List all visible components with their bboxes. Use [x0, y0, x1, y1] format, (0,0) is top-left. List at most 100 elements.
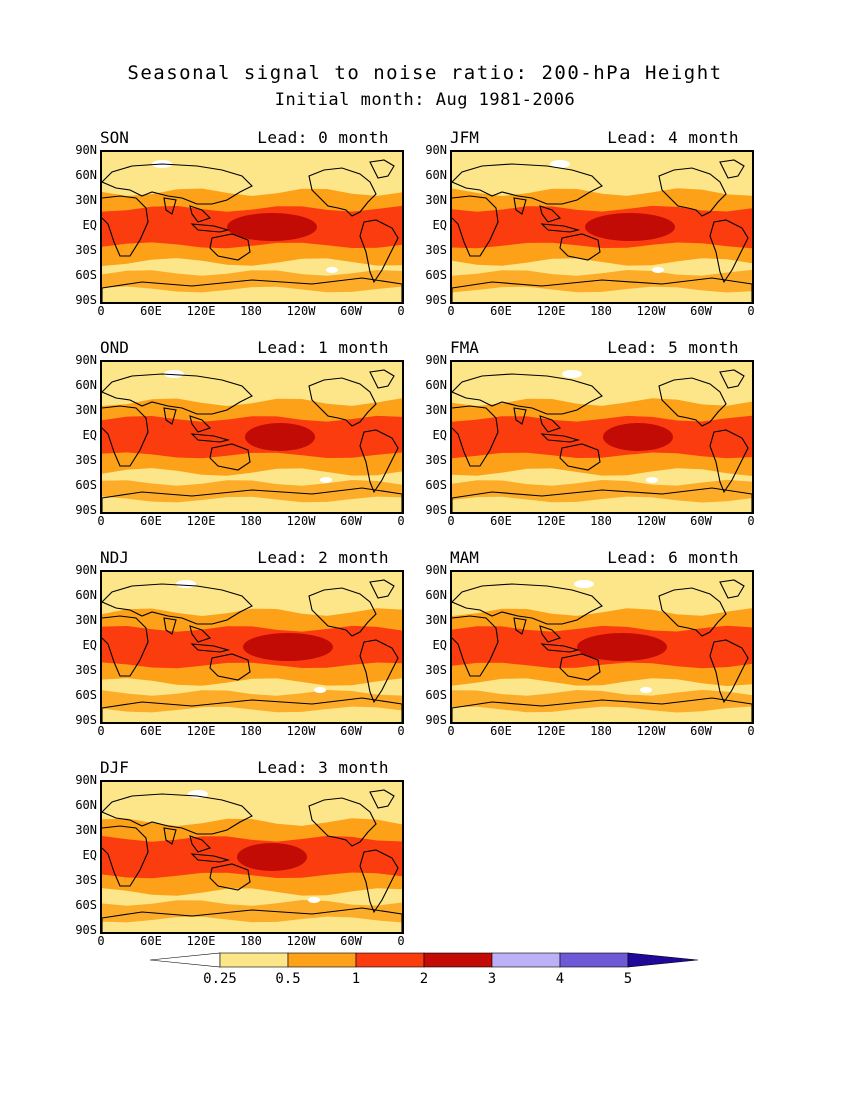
lon-tick-label: 0: [747, 724, 755, 738]
lat-tick-label: 90S: [75, 503, 97, 517]
lat-tick-label: 90S: [75, 713, 97, 727]
panel-lead-label: Lead: 0 month: [257, 128, 389, 147]
lat-tick-label: 30S: [425, 243, 447, 257]
lat-tick-label: EQ: [82, 218, 97, 232]
lon-tick-label: 120E: [186, 514, 216, 528]
lat-tick-label: 60S: [425, 268, 447, 282]
snr-map: [450, 570, 754, 724]
lon-tick-label: 60E: [490, 724, 512, 738]
lat-tick-label: 60N: [425, 588, 447, 602]
lon-tick-label: 0: [447, 304, 455, 318]
lon-tick-label: 0: [447, 514, 455, 528]
lat-tick-label: 90N: [75, 353, 97, 367]
lon-tick-label: 180: [240, 724, 262, 738]
lat-tick-label: 90S: [75, 923, 97, 937]
panel-lead-label: Lead: 5 month: [607, 338, 739, 357]
lon-tick-label: 180: [590, 724, 612, 738]
lat-tick-label: EQ: [432, 218, 447, 232]
panel-season-label: NDJ: [100, 548, 129, 567]
snr-map: [450, 150, 754, 304]
map-panel-son: SON Lead: 0 month 90N 60N 30N EQ 30S 60S 90S 0 60E…: [55, 128, 404, 328]
colorbar-segment: [423, 952, 493, 968]
lat-tick-label: 30N: [75, 613, 97, 627]
lon-tick-label: 0: [97, 514, 105, 528]
lat-tick-label: 90N: [75, 773, 97, 787]
lat-tick-label: 60N: [425, 168, 447, 182]
panel-season-label: DJF: [100, 758, 129, 777]
lat-tick-label: EQ: [82, 848, 97, 862]
lat-tick-label: 30N: [75, 193, 97, 207]
lat-tick-label: 30N: [425, 403, 447, 417]
colorbar-segment: [219, 952, 289, 968]
lat-tick-label: EQ: [432, 638, 447, 652]
map-panel-djf: DJF Lead: 3 month 90N 60N 30N EQ 30S 60S 90S 0 60E…: [55, 758, 404, 958]
lon-tick-label: 180: [590, 514, 612, 528]
panel-lead-label: Lead: 4 month: [607, 128, 739, 147]
lat-tick-label: 90S: [425, 293, 447, 307]
figure-subtitle: Initial month: Aug 1981-2006: [274, 90, 576, 110]
lat-tick-label: 90S: [75, 293, 97, 307]
lon-tick-label: 120E: [186, 934, 216, 948]
colorbar-segment: [287, 952, 357, 968]
colorbar: 0.25 0.5 1 2 3 4 5: [150, 952, 699, 987]
lat-tick-label: EQ: [82, 638, 97, 652]
lon-tick-label: 120W: [286, 514, 316, 528]
colorbar-tick-label: 0.25: [203, 971, 237, 987]
snr-map: [100, 360, 404, 514]
lat-tick-label: 60N: [75, 168, 97, 182]
lat-tick-label: 60S: [75, 268, 97, 282]
lon-tick-label: 0: [747, 304, 755, 318]
lon-tick-label: 120W: [636, 514, 666, 528]
lat-tick-label: 90S: [425, 503, 447, 517]
map-panel-ond: OND Lead: 1 month 90N 60N 30N EQ 30S 60S 90S 0 60E…: [55, 338, 404, 538]
colorbar-tick-label: 4: [556, 971, 564, 987]
lon-tick-label: 60W: [340, 724, 362, 738]
lat-tick-label: 30S: [75, 663, 97, 677]
panel-lead-label: Lead: 2 month: [257, 548, 389, 567]
lon-tick-label: 0: [397, 304, 405, 318]
lat-tick-label: 90S: [425, 713, 447, 727]
lon-tick-label: 60W: [340, 514, 362, 528]
lon-tick-label: 60W: [690, 514, 712, 528]
lon-tick-label: 0: [397, 934, 405, 948]
panel-lead-label: Lead: 6 month: [607, 548, 739, 567]
lon-tick-label: 60E: [140, 724, 162, 738]
lon-tick-label: 0: [97, 304, 105, 318]
colorbar-segment: [491, 952, 561, 968]
figure-title: Seasonal signal to noise ratio: 200-hPa …: [127, 62, 723, 84]
lon-tick-label: 120W: [286, 724, 316, 738]
lon-tick-label: 120W: [286, 934, 316, 948]
colorbar-segment: [355, 952, 425, 968]
lon-tick-label: 180: [240, 514, 262, 528]
lat-tick-label: 30N: [75, 403, 97, 417]
snr-map: [450, 360, 754, 514]
map-panel-jfm: JFM Lead: 4 month 90N 60N 30N EQ 30S 60S 90S 0 60E…: [405, 128, 754, 328]
lat-tick-label: 30S: [75, 873, 97, 887]
lon-tick-label: 0: [397, 514, 405, 528]
lon-tick-label: 120E: [536, 724, 566, 738]
panel-season-label: JFM: [450, 128, 479, 147]
panel-season-label: OND: [100, 338, 129, 357]
lat-tick-label: 30S: [425, 453, 447, 467]
lat-tick-label: 90N: [75, 143, 97, 157]
lon-tick-label: 0: [747, 514, 755, 528]
lon-tick-label: 60E: [140, 304, 162, 318]
lon-tick-label: 60W: [690, 304, 712, 318]
lon-tick-label: 180: [590, 304, 612, 318]
lon-tick-label: 120W: [286, 304, 316, 318]
lat-tick-label: 30S: [75, 243, 97, 257]
panel-season-label: MAM: [450, 548, 479, 567]
lat-tick-label: 60S: [425, 688, 447, 702]
map-panel-fma: FMA Lead: 5 month 90N 60N 30N EQ 30S 60S 90S 0 60E…: [405, 338, 754, 538]
colorbar-segment: [559, 952, 629, 968]
lat-tick-label: 30N: [425, 613, 447, 627]
lon-tick-label: 120E: [186, 304, 216, 318]
lat-tick-label: 60N: [75, 588, 97, 602]
lat-tick-label: 60S: [75, 898, 97, 912]
lat-tick-label: 30N: [425, 193, 447, 207]
panel-season-label: SON: [100, 128, 129, 147]
lat-tick-label: 30N: [75, 823, 97, 837]
colorbar-tick-label: 0.5: [275, 971, 300, 987]
lon-tick-label: 0: [447, 724, 455, 738]
lon-tick-label: 60W: [340, 934, 362, 948]
